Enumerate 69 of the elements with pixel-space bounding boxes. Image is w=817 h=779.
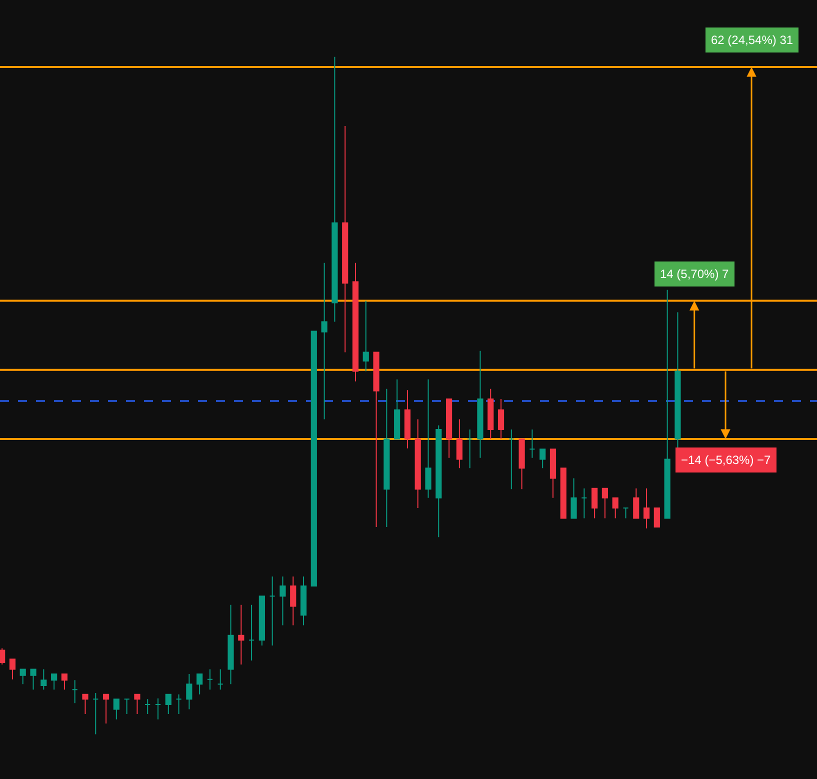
candlestick: [394, 378, 400, 440]
candlestick: [643, 488, 650, 529]
candlestick: [633, 488, 640, 519]
candlestick: [280, 576, 286, 626]
candlestick: [134, 694, 140, 714]
candlestick: [570, 478, 577, 519]
candlestick: [92, 692, 99, 735]
candlestick: [414, 418, 421, 509]
candlestick: [654, 508, 660, 528]
candlestick: [154, 698, 162, 720]
candlestick: [72, 680, 78, 704]
candlestick: [228, 604, 234, 685]
candlestick: [9, 658, 16, 680]
candlestick: [446, 398, 452, 458]
candlestick: [477, 350, 484, 458]
candlestick: [217, 668, 224, 690]
candlestick: [332, 56, 338, 322]
candlestick: [124, 698, 130, 714]
candlestick: [466, 428, 473, 469]
candlestick: [508, 428, 514, 490]
candlestick: [550, 448, 556, 498]
candlestick: [362, 300, 369, 372]
candlestick: [622, 508, 629, 519]
candlestick: [102, 694, 110, 724]
candlestick: [612, 497, 618, 519]
candlestick: [82, 694, 88, 714]
candlestick: [61, 674, 68, 690]
candlestick: [310, 330, 317, 586]
candlestick: [248, 604, 255, 661]
candlestick: [51, 674, 58, 690]
candlestick: [529, 428, 536, 458]
candlestick: [404, 390, 411, 449]
candlestick: [196, 674, 203, 695]
candlestick: [352, 262, 359, 382]
candlestick: [290, 576, 296, 626]
annotation: 62 (24,54%) 31: [711, 33, 794, 47]
candlestick: [40, 668, 47, 690]
candlestick: [674, 312, 681, 449]
candlestick: [498, 398, 504, 440]
candlestick: [592, 488, 598, 519]
candlestick: [269, 576, 276, 646]
annotation: −14 (−5,63%) −7: [681, 453, 772, 467]
candlestick: [373, 352, 380, 528]
candlestick: [113, 698, 120, 720]
candlestick: [602, 488, 608, 519]
candlestick: [518, 438, 525, 490]
candlestick: [30, 668, 36, 690]
candlestick: [144, 698, 151, 714]
candlestick: [176, 694, 182, 714]
candlestick: [300, 576, 307, 626]
candlestick: [238, 604, 244, 666]
candlestick: [488, 388, 494, 440]
candlestick: [206, 668, 214, 690]
candlestick: [0, 648, 6, 666]
candlestick: [186, 674, 192, 710]
candlestick: [384, 388, 390, 528]
candlestick: [540, 448, 546, 469]
candlestick: [321, 262, 328, 420]
candlestick: [664, 289, 670, 519]
candlestick: [342, 125, 348, 353]
candlestick: [581, 488, 588, 519]
candlestick: [436, 424, 442, 538]
candlestick: [560, 468, 566, 519]
candlestick: [258, 596, 265, 646]
candlestick: [20, 668, 26, 685]
candlestick: [425, 378, 432, 498]
annotation: 14 (5,70%) 7: [660, 267, 730, 281]
candlestick: [165, 694, 172, 714]
candlestick: [456, 418, 462, 469]
